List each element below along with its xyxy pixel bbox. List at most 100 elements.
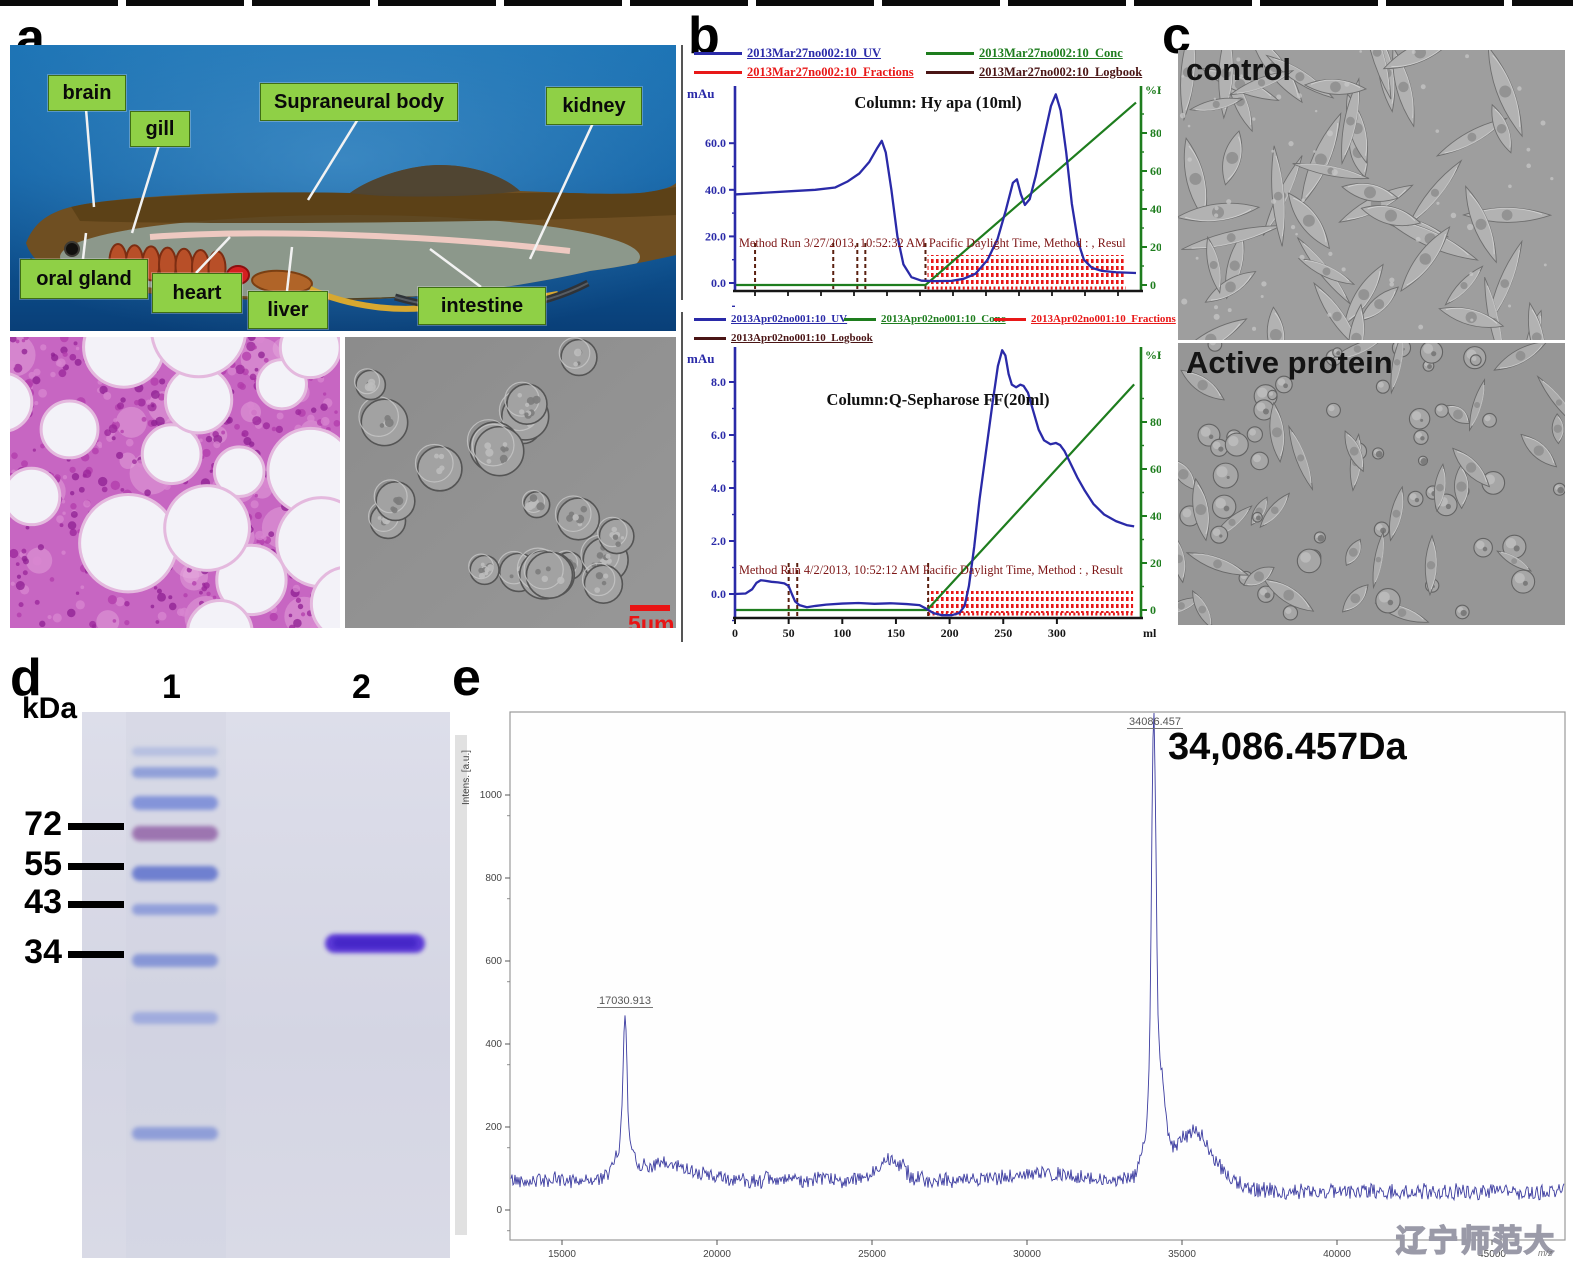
cell <box>1493 343 1548 371</box>
cell-dot <box>106 434 114 442</box>
cell-highlight <box>1344 87 1360 156</box>
nucleus <box>1212 100 1220 109</box>
cell-dot <box>153 586 158 590</box>
granule <box>377 516 382 520</box>
granule <box>573 348 582 357</box>
anatomy-label-oral-gland: oral gland <box>20 259 148 299</box>
cell-halo <box>554 495 592 533</box>
debris-dot <box>1469 272 1474 277</box>
granule <box>572 514 579 521</box>
cell <box>1407 159 1463 227</box>
debris-dot <box>1326 130 1333 137</box>
rounded-cell <box>1275 375 1293 394</box>
cell-dot <box>73 341 78 346</box>
nucleus <box>1209 260 1218 269</box>
x-tick-label: 35000 <box>1168 1249 1196 1260</box>
callout-line <box>84 108 96 208</box>
granule <box>573 361 579 367</box>
cell-dot <box>275 425 283 434</box>
method-run-text: Method Run 4/2/2013, 10:52:12 AM Pacific… <box>739 563 1124 577</box>
cell-highlight <box>1436 405 1443 412</box>
cell-dot <box>62 511 66 515</box>
nucleus <box>1374 299 1385 310</box>
spectrum-trace <box>510 712 1565 1202</box>
cell <box>1487 50 1523 138</box>
callout-line <box>130 144 161 234</box>
cell-dot <box>78 486 85 493</box>
fplc-legend-1: 2013Mar27no002:10_UV 2013Mar27no002:10_Co… <box>688 44 1153 82</box>
legend-label: 2013Mar27no002:10_Fractions <box>747 64 914 79</box>
debris-dot <box>1271 149 1275 153</box>
nucleus <box>1436 483 1444 492</box>
rb-tick-label: 0 <box>1150 603 1156 617</box>
cell-highlight <box>1393 343 1404 388</box>
fplc-chart-qsepharose: 0.0 2.0 4.0 6.0 8.0 0 20 40 60 80 0 50 100 150 200 250 3… <box>687 347 1161 640</box>
cell-highlight <box>1209 70 1272 97</box>
granule <box>509 574 514 579</box>
debris-dot <box>1226 199 1232 205</box>
cell-highlight <box>1484 415 1491 422</box>
cell-dot <box>124 601 130 607</box>
rb-tick-label: 0 <box>1150 278 1156 292</box>
debris-dot <box>1435 129 1440 133</box>
legend-entry: 2013Apr02no001:10_UV <box>694 310 847 328</box>
cell-dot <box>115 596 125 607</box>
callout-line <box>195 236 231 274</box>
leukocyte-cell <box>414 443 463 492</box>
cell-dot <box>241 430 249 438</box>
cell-highlight <box>1445 307 1498 324</box>
cell-dot <box>16 574 22 579</box>
debris-dot <box>1290 224 1296 230</box>
cell-dot <box>205 435 213 443</box>
cell <box>1452 447 1491 488</box>
nucleus <box>1253 571 1265 582</box>
granule <box>612 534 619 540</box>
debris-dot <box>1465 54 1469 59</box>
cell <box>1222 130 1243 186</box>
rounded-cell <box>1371 447 1385 460</box>
leukocyte-cell <box>468 553 500 586</box>
cell-dot <box>158 393 166 401</box>
cell-dot <box>258 351 265 359</box>
cell-dot <box>132 459 137 465</box>
uv-curve <box>734 349 1135 617</box>
granule <box>1387 599 1394 606</box>
cell-highlight <box>1182 508 1192 518</box>
granule <box>1427 364 1432 370</box>
cell-dot <box>21 555 28 562</box>
cell <box>1345 538 1362 566</box>
panel-letter-d: d <box>10 649 42 707</box>
rounded-cell <box>1408 408 1431 430</box>
nucleus <box>1465 462 1477 473</box>
x-tick-label: 150 <box>887 626 905 640</box>
cell-highlight <box>1277 378 1286 386</box>
cell-dot <box>21 348 28 355</box>
cell-dot <box>62 351 68 357</box>
granule <box>603 573 609 579</box>
granule <box>525 402 530 408</box>
cell-dot <box>234 423 240 430</box>
cell-dot <box>125 438 134 447</box>
cell <box>1243 566 1275 587</box>
cell <box>1178 457 1197 491</box>
granule <box>535 568 541 575</box>
marker-dash-72 <box>68 823 124 830</box>
cell <box>1382 50 1458 70</box>
cell-dot <box>168 602 177 611</box>
anatomy-label-liver: liver <box>248 291 328 329</box>
cell-highlight <box>1347 183 1393 197</box>
granule <box>1255 515 1261 521</box>
granule <box>1420 458 1428 465</box>
cell-dot <box>295 409 302 416</box>
dorsal-stripe <box>70 187 676 223</box>
ladder-band <box>132 747 218 756</box>
cell-dot <box>116 402 125 410</box>
cell-highlight <box>1336 343 1380 360</box>
granule <box>486 458 492 464</box>
granule <box>367 382 376 392</box>
cell-highlight <box>1195 593 1212 625</box>
cell-dot <box>75 346 80 351</box>
nucleus <box>1453 409 1463 420</box>
cell <box>1496 550 1533 572</box>
